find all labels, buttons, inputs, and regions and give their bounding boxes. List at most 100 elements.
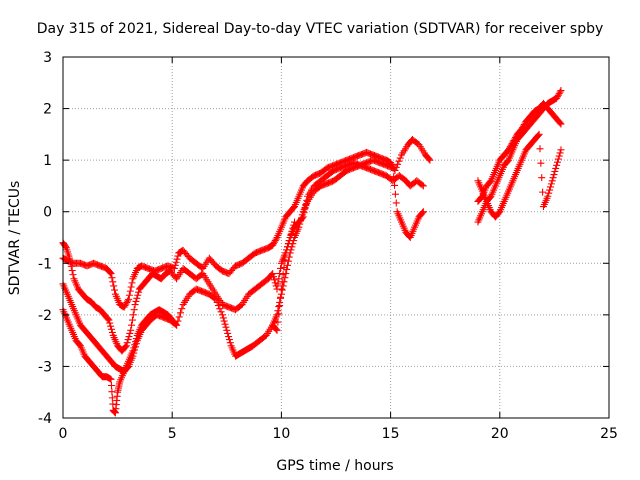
data-point	[107, 322, 115, 330]
data-point	[125, 333, 133, 341]
data-point	[395, 157, 403, 165]
data-point	[282, 249, 290, 257]
data-point	[134, 291, 142, 299]
y-tick-label: -1	[38, 256, 52, 272]
data-point	[298, 211, 306, 219]
data-point	[270, 273, 278, 281]
data-point	[394, 160, 402, 168]
data-point	[219, 314, 227, 322]
data-point	[269, 270, 277, 278]
data-point	[130, 306, 138, 314]
data-point	[504, 157, 512, 165]
data-point	[419, 208, 427, 216]
data-point	[289, 224, 297, 232]
data-point	[129, 352, 137, 360]
data-point	[276, 270, 284, 278]
data-point	[495, 209, 503, 217]
data-point	[66, 254, 74, 262]
data-point	[555, 152, 563, 160]
data-point	[288, 227, 296, 235]
data-point	[127, 283, 135, 291]
data-point	[548, 177, 556, 185]
data-point	[285, 237, 293, 245]
data-point	[124, 297, 132, 305]
ticks-layer: 0 5 10 15 20 25 -4 -3 -2 -1 0 1 2 3	[38, 50, 618, 442]
data-point	[132, 340, 140, 348]
data-point	[107, 375, 115, 383]
data-point	[66, 258, 74, 266]
data-point	[173, 255, 181, 263]
data-point	[287, 230, 295, 238]
data-point	[284, 240, 292, 248]
data-point	[123, 298, 131, 306]
data-point	[109, 278, 117, 286]
data-point	[536, 145, 544, 153]
data-point	[283, 246, 291, 254]
data-point	[106, 319, 114, 327]
data-point	[126, 287, 134, 295]
data-point	[211, 294, 219, 302]
data-point	[396, 154, 404, 162]
data-point	[132, 297, 140, 305]
data-point	[557, 146, 565, 154]
data-point	[128, 321, 136, 329]
data-point	[392, 199, 400, 207]
data-point	[125, 291, 133, 299]
data-point	[226, 339, 234, 347]
data-point	[418, 209, 426, 217]
data-point	[172, 258, 180, 266]
data-point	[105, 316, 113, 324]
data-point	[556, 149, 564, 157]
data-point	[278, 278, 286, 286]
data-point	[128, 316, 136, 324]
data-point	[390, 173, 398, 181]
data-point	[419, 182, 427, 190]
data-point	[295, 223, 303, 231]
data-point	[272, 325, 280, 333]
data-point	[107, 325, 115, 333]
data-point	[547, 180, 555, 188]
y-tick-label: -4	[38, 411, 52, 427]
data-point	[122, 300, 130, 308]
data-series-6	[474, 99, 565, 205]
data-point	[274, 280, 282, 288]
data-point	[120, 303, 128, 311]
data-point	[125, 295, 133, 303]
data-point	[174, 252, 182, 260]
data-point	[281, 274, 289, 282]
data-point	[426, 156, 434, 164]
data-point	[128, 279, 136, 287]
y-tick-label: 0	[43, 205, 52, 221]
data-point	[104, 315, 112, 323]
data-point	[217, 308, 225, 316]
data-point	[213, 298, 221, 306]
data-point	[176, 309, 184, 317]
data-point	[285, 253, 293, 261]
data-point	[290, 204, 298, 212]
data-point	[135, 288, 143, 296]
data-point	[108, 394, 116, 402]
data-point	[106, 269, 114, 277]
data-point	[284, 257, 292, 265]
data-point	[545, 189, 553, 197]
data-point	[557, 87, 565, 95]
data-point	[111, 286, 119, 294]
data-point	[225, 336, 233, 344]
data-point	[220, 317, 228, 325]
data-point	[555, 90, 563, 98]
data-point	[67, 262, 75, 270]
data-point	[218, 311, 226, 319]
data-point	[76, 341, 84, 349]
data-point	[127, 326, 135, 334]
data-point	[133, 294, 141, 302]
data-point	[546, 183, 554, 191]
data-point	[546, 186, 554, 194]
data-point	[510, 137, 518, 145]
y-tick-label: 2	[43, 102, 52, 118]
data-point	[519, 122, 527, 130]
data-point	[553, 94, 561, 102]
data-point	[212, 295, 220, 303]
data-point	[170, 264, 178, 272]
x-tick-label: 5	[168, 426, 177, 442]
